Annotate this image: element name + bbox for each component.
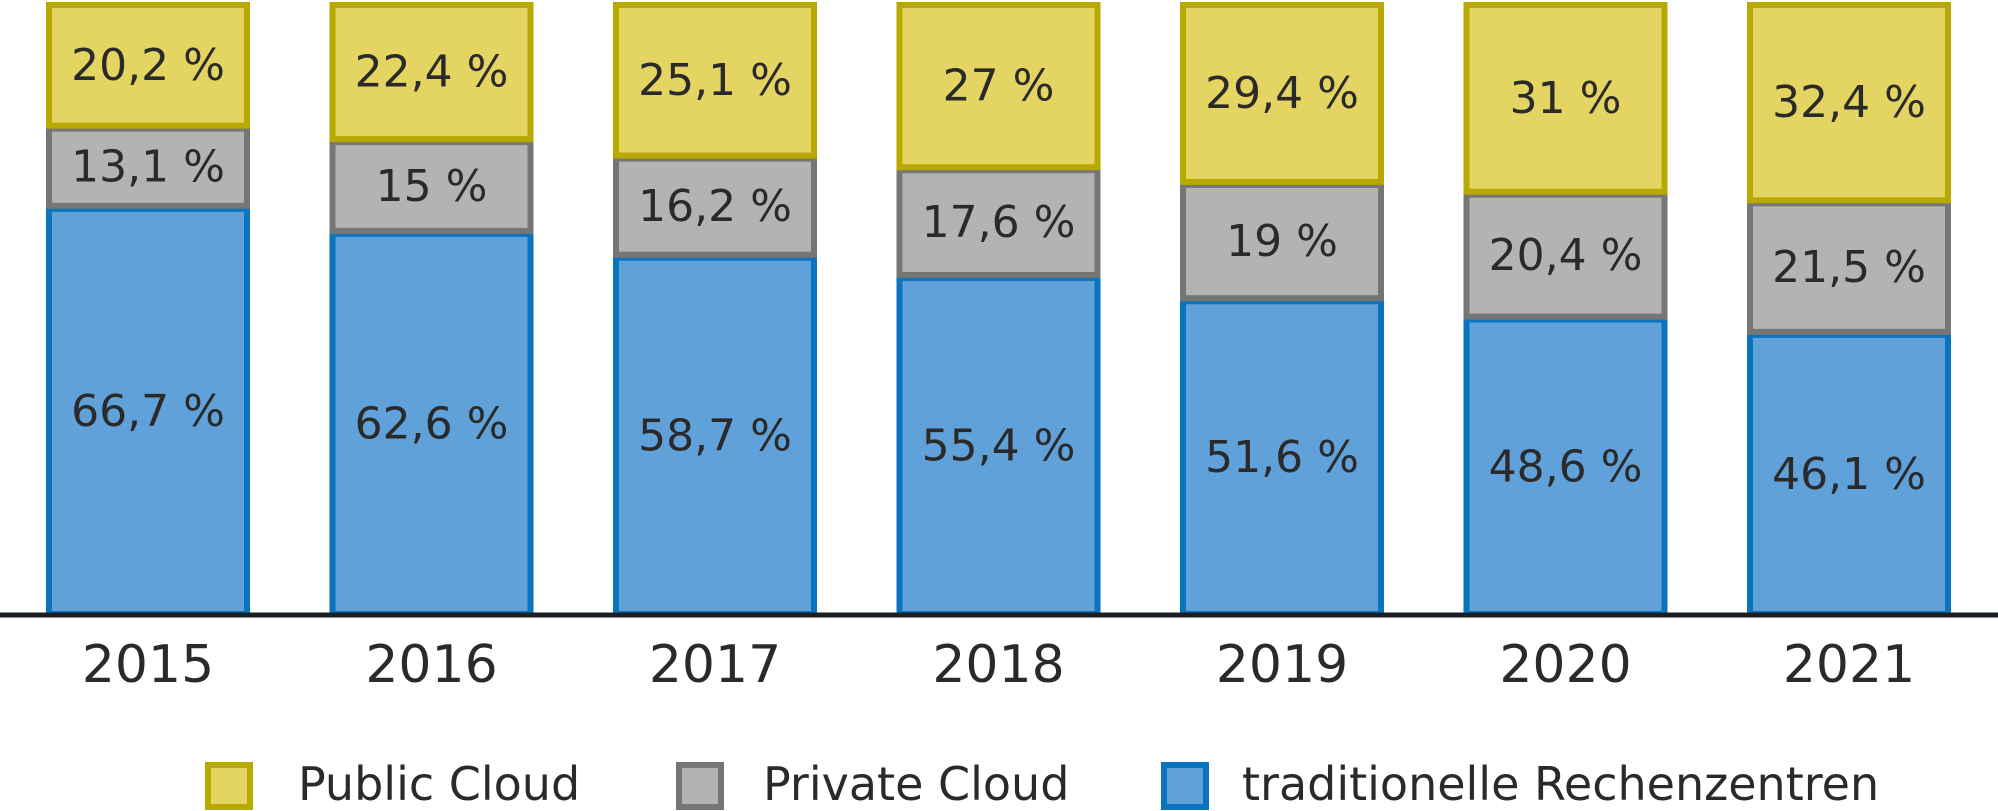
data-label-private-cloud-2016: 15 % [376, 161, 488, 212]
legend-label-private-cloud: Private Cloud [763, 757, 1069, 811]
bar-private-cloud-2017 [613, 155, 817, 258]
bar-public-cloud-2015 [46, 2, 250, 129]
data-label-public-cloud-2021: 32,4 % [1772, 77, 1926, 128]
bar-group-2019: 51,6 % 19 % 29,4 % [1180, 2, 1384, 617]
x-tick-label-2016: 2016 [365, 635, 497, 695]
bar-group-2016: 62,6 % 15 % 22,4 % [329, 2, 534, 617]
data-label-private-cloud-2021: 21,5 % [1772, 242, 1926, 293]
data-label-public-cloud-2015: 20,2 % [71, 40, 225, 91]
data-label-private-cloud-2015: 13,1 % [71, 142, 225, 193]
data-label-private-cloud-2018: 17,6 % [922, 197, 1076, 248]
bar-private-cloud-2020 [1463, 191, 1668, 320]
bar-private-cloud-2018 [896, 167, 1101, 278]
bar-public-cloud-2021 [1747, 2, 1951, 204]
data-label-private-cloud-2019: 19 % [1226, 216, 1338, 267]
x-tick-label-2015: 2015 [82, 635, 214, 695]
bar-public-cloud-2019 [1180, 2, 1384, 185]
legend-item-private-cloud: Private Cloud [676, 757, 1069, 811]
bar-public-cloud-2017 [613, 2, 817, 159]
x-tick-label-2019: 2019 [1216, 635, 1348, 695]
bar-traditionelle-rechenzentren-2015 [46, 205, 250, 618]
legend-swatch-private-cloud [676, 762, 724, 810]
bar-public-cloud-2018 [896, 2, 1101, 171]
data-label-public-cloud-2020: 31 % [1510, 73, 1622, 124]
legend-label-traditionelle-rechenzentren: traditionelle Rechenzentren [1242, 757, 1879, 811]
bar-traditionelle-rechenzentren-2018 [896, 274, 1101, 617]
legend-swatch-traditionelle-rechenzentren [1161, 762, 1209, 810]
legend-item-traditionelle-rechenzentren: traditionelle Rechenzentren [1161, 757, 1879, 811]
data-label-public-cloud-2017: 25,1 % [638, 55, 792, 106]
bar-traditionelle-rechenzentren-2016 [329, 230, 534, 617]
x-tick-label-2020: 2020 [1499, 635, 1631, 695]
data-label-traditionelle-rechenzentren-2019: 51,6 % [1205, 432, 1359, 483]
legend-swatch-public-cloud [205, 762, 253, 810]
bar-group-2020: 48,6 % 20,4 % 31 % [1463, 2, 1668, 617]
bar-traditionelle-rechenzentren-2020 [1463, 316, 1668, 617]
x-tick-label-2021: 2021 [1783, 635, 1915, 695]
bar-group-2017: 58,7 % 16,2 % 25,1 % [613, 2, 817, 617]
data-label-private-cloud-2020: 20,4 % [1489, 230, 1643, 281]
bar-group-2021: 46,1 % 21,5 % 32,4 % [1747, 2, 1951, 617]
bar-private-cloud-2021 [1747, 200, 1951, 335]
bar-traditionelle-rechenzentren-2021 [1747, 331, 1951, 617]
bar-private-cloud-2015 [46, 125, 250, 209]
legend-label-public-cloud: Public Cloud [298, 757, 580, 811]
x-tick-labels: 2015 2016 2017 2018 2019 2020 2021 [82, 635, 1915, 695]
bar-public-cloud-2016 [329, 2, 534, 143]
data-label-public-cloud-2018: 27 % [943, 61, 1055, 112]
bar-group-2018: 55,4 % 17,6 % 27 % [896, 2, 1101, 617]
data-label-traditionelle-rechenzentren-2015: 66,7 % [71, 386, 225, 437]
data-label-private-cloud-2017: 16,2 % [638, 181, 792, 232]
x-tick-label-2017: 2017 [649, 635, 781, 695]
data-label-traditionelle-rechenzentren-2021: 46,1 % [1772, 449, 1926, 500]
data-label-traditionelle-rechenzentren-2020: 48,6 % [1489, 441, 1643, 492]
legend: Public Cloud Private Cloud traditionelle R… [205, 757, 1879, 811]
data-label-public-cloud-2019: 29,4 % [1205, 68, 1359, 119]
data-label-traditionelle-rechenzentren-2017: 58,7 % [638, 410, 792, 461]
data-label-traditionelle-rechenzentren-2018: 55,4 % [922, 420, 1076, 471]
bar-public-cloud-2020 [1463, 2, 1668, 195]
data-label-traditionelle-rechenzentren-2016: 62,6 % [355, 398, 509, 449]
data-label-public-cloud-2016: 22,4 % [355, 47, 509, 98]
bar-group-2015: 66,7 % 13,1 % 20,2 % [46, 2, 250, 618]
legend-item-public-cloud: Public Cloud [205, 757, 580, 811]
bars-group: 66,7 % 13,1 % 20,2 % 62,6 % 15 % 22,4 % 58,7 %… [46, 2, 1951, 618]
x-tick-label-2018: 2018 [932, 635, 1064, 695]
